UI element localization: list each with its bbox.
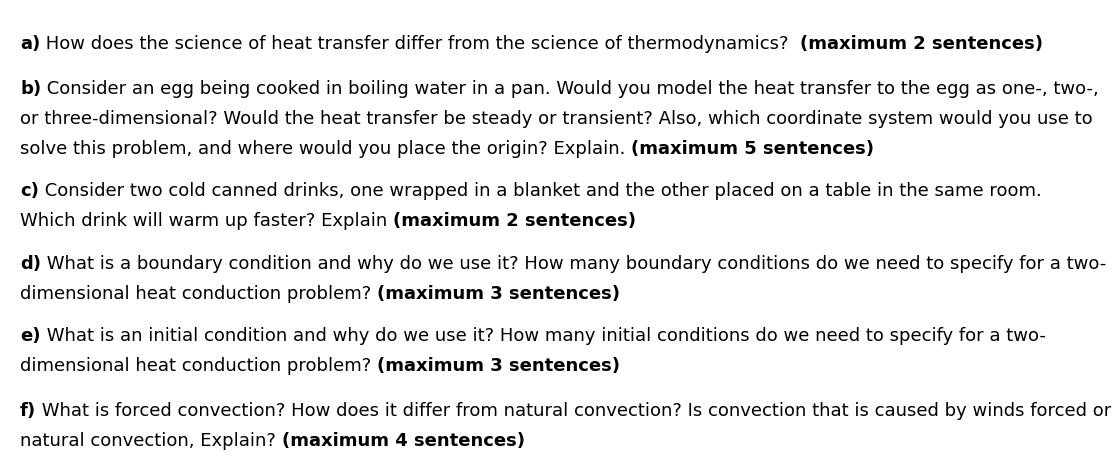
Text: (maximum 5 sentences): (maximum 5 sentences) [631,140,874,158]
Text: Which drink will warm up faster? Explain: Which drink will warm up faster? Explain [20,212,394,230]
Text: dimensional heat conduction problem?: dimensional heat conduction problem? [20,285,377,303]
Text: natural convection, Explain?: natural convection, Explain? [20,432,282,450]
Text: or three-dimensional? Would the heat transfer be steady or transient? Also, whic: or three-dimensional? Would the heat tra… [20,110,1093,128]
Text: Consider an egg being cooked in boiling water in a pan. Would you model the heat: Consider an egg being cooked in boiling … [41,80,1099,98]
Text: solve this problem, and where would you place the origin? Explain.: solve this problem, and where would you … [20,140,631,158]
Text: Consider two cold canned drinks, one wrapped in a blanket and the other placed o: Consider two cold canned drinks, one wra… [39,182,1041,200]
Text: d): d) [20,255,41,273]
Text: dimensional heat conduction problem?: dimensional heat conduction problem? [20,357,377,375]
Text: e): e) [20,327,40,345]
Text: What is forced convection? How does it differ from natural convection? Is convec: What is forced convection? How does it d… [36,402,1112,420]
Text: (maximum 3 sentences): (maximum 3 sentences) [377,357,620,375]
Text: b): b) [20,80,41,98]
Text: c): c) [20,182,39,200]
Text: What is an initial condition and why do we use it? How many initial conditions d: What is an initial condition and why do … [40,327,1046,345]
Text: (maximum 4 sentences): (maximum 4 sentences) [282,432,525,450]
Text: (maximum 2 sentences): (maximum 2 sentences) [394,212,636,230]
Text: (maximum 3 sentences): (maximum 3 sentences) [377,285,620,303]
Text: How does the science of heat transfer differ from the science of thermodynamics?: How does the science of heat transfer di… [40,35,801,53]
Text: f): f) [20,402,36,420]
Text: a): a) [20,35,40,53]
Text: (maximum 2 sentences): (maximum 2 sentences) [801,35,1044,53]
Text: What is a boundary condition and why do we use it? How many boundary conditions : What is a boundary condition and why do … [41,255,1106,273]
